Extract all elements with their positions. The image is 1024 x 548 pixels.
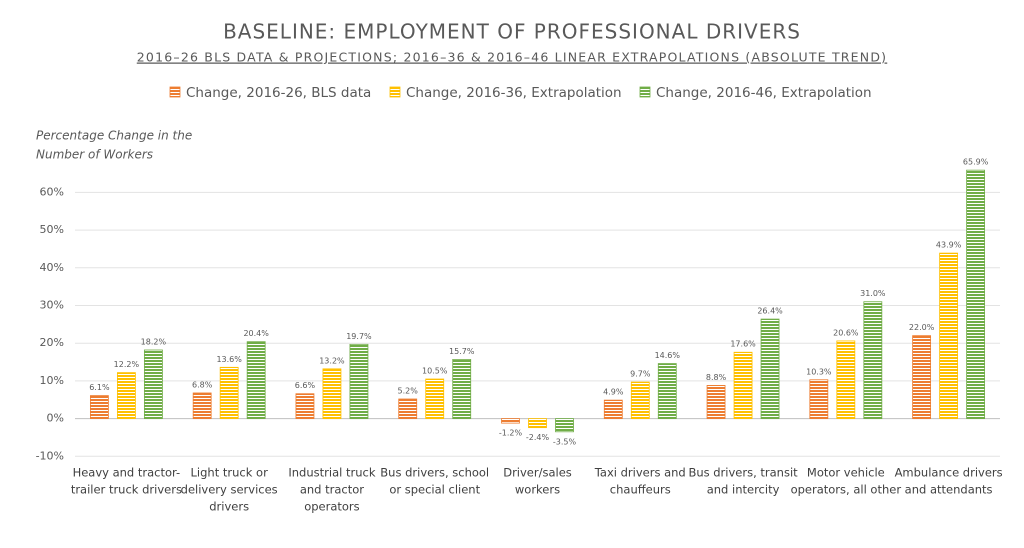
- bar: [143, 349, 163, 419]
- bar: [863, 301, 883, 420]
- y-tick-label: 20%: [40, 336, 64, 349]
- x-tick-label: chauffeurs: [610, 483, 671, 497]
- y-tick-label: 50%: [40, 223, 64, 236]
- x-tick-label: Light truck or: [191, 466, 269, 480]
- bar: [425, 378, 445, 420]
- y-axis-label: Percentage Change in the: [36, 129, 192, 143]
- y-tick-label: -10%: [36, 449, 64, 462]
- legend-label: Change, 2016-36, Extrapolation: [406, 85, 622, 101]
- value-label: 17.6%: [730, 340, 756, 349]
- bar: [809, 379, 829, 420]
- x-tick-label: workers: [515, 483, 560, 497]
- value-label: 26.4%: [757, 307, 783, 316]
- value-label: -2.4%: [526, 433, 550, 442]
- x-tick-label: Ambulance drivers: [895, 466, 1003, 480]
- value-label: 19.7%: [346, 332, 372, 341]
- x-tick-label: Motor vehicle: [807, 466, 885, 480]
- value-label: 13.6%: [216, 355, 242, 364]
- x-tick-label: or special client: [389, 483, 480, 497]
- bar: [322, 368, 342, 419]
- bar: [452, 359, 472, 420]
- x-tick-label: Bus drivers, school: [380, 466, 489, 480]
- bar: [219, 366, 239, 420]
- x-tick-label: Taxi drivers and: [594, 466, 686, 480]
- value-label: 14.6%: [655, 351, 681, 360]
- bar: [528, 418, 547, 429]
- legend-swatch: [389, 86, 401, 98]
- chart-subtitle: 2016–26 BLS DATA & PROJECTIONS; 2016–36 …: [137, 50, 887, 65]
- x-tick-label: Bus drivers, transit: [688, 466, 798, 480]
- bar: [295, 393, 315, 419]
- x-tick-label: Driver/sales: [503, 466, 572, 480]
- legend-swatch: [639, 86, 651, 98]
- value-label: 9.7%: [630, 370, 651, 379]
- x-tick-label: operators, all other: [791, 483, 902, 497]
- value-label: 22.0%: [909, 323, 935, 332]
- bar: [760, 318, 780, 419]
- value-label: 12.2%: [114, 360, 140, 369]
- bar: [836, 340, 856, 419]
- bar: [939, 252, 959, 420]
- bar: [555, 418, 574, 433]
- bar: [706, 385, 726, 420]
- bar: [192, 392, 212, 419]
- value-label: 20.6%: [833, 328, 859, 337]
- bar: [657, 363, 677, 420]
- bar: [966, 169, 986, 419]
- bar: [349, 343, 369, 419]
- value-label: 65.9%: [963, 158, 989, 167]
- x-tick-label: Heavy and tractor-: [73, 466, 181, 480]
- value-label: 6.6%: [295, 381, 316, 390]
- value-label: 10.5%: [422, 367, 448, 376]
- value-label: -3.5%: [553, 437, 577, 446]
- legend-label: Change, 2016-46, Extrapolation: [656, 85, 872, 101]
- y-tick-label: 10%: [40, 374, 64, 387]
- value-label: 15.7%: [449, 347, 475, 356]
- y-tick-label: 60%: [40, 185, 64, 198]
- bar: [630, 381, 650, 420]
- bar: [912, 335, 932, 420]
- value-label: 5.2%: [398, 386, 419, 395]
- value-label: 10.3%: [806, 367, 832, 376]
- bar: [733, 351, 753, 419]
- value-label: 4.9%: [603, 388, 624, 397]
- y-tick-label: 40%: [40, 261, 64, 274]
- chart-title: BASELINE: EMPLOYMENT OF PROFESSIONAL DRI…: [223, 20, 801, 44]
- value-label: 8.8%: [706, 373, 727, 382]
- bar: [398, 398, 418, 420]
- x-tick-label: and tractor: [300, 483, 364, 497]
- legend-label: Change, 2016-26, BLS data: [186, 85, 371, 101]
- x-tick-label: and attendants: [905, 483, 993, 497]
- value-label: 6.8%: [192, 380, 213, 389]
- y-tick-label: 0%: [47, 412, 64, 425]
- value-label: 18.2%: [141, 337, 167, 346]
- x-tick-label: delivery services: [181, 483, 278, 497]
- bar: [603, 399, 623, 420]
- y-axis-label: Number of Workers: [36, 148, 153, 162]
- legend-swatch: [169, 86, 181, 98]
- bar: [501, 418, 520, 424]
- x-tick-label: and intercity: [707, 483, 780, 497]
- value-label: -1.2%: [499, 429, 523, 438]
- x-tick-label: operators: [304, 500, 359, 514]
- x-tick-label: drivers: [209, 500, 249, 514]
- x-tick-label: Industrial truck: [288, 466, 375, 480]
- value-label: 20.4%: [243, 329, 269, 338]
- bar: [89, 395, 109, 419]
- value-label: 31.0%: [860, 289, 886, 298]
- value-label: 13.2%: [319, 356, 345, 365]
- x-tick-label: trailer truck drivers: [71, 483, 182, 497]
- value-label: 43.9%: [936, 241, 962, 250]
- bar: [246, 341, 266, 419]
- value-label: 6.1%: [89, 383, 110, 392]
- bar: [116, 372, 136, 419]
- y-tick-label: 30%: [40, 299, 64, 312]
